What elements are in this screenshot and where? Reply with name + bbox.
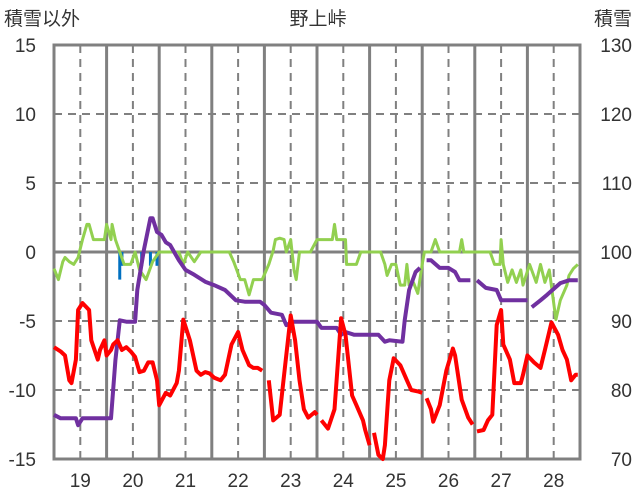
x-tick-label: 20 — [122, 471, 143, 492]
x-tick-label: 19 — [70, 471, 91, 492]
right-tick-label: 70 — [611, 450, 632, 471]
x-tick-label: 25 — [385, 471, 406, 492]
right-tick-label: 120 — [600, 105, 632, 126]
series-line-red — [52, 301, 578, 461]
left-tick-label: 5 — [25, 174, 36, 195]
x-tick-label: 24 — [333, 471, 355, 492]
x-tick-label: 23 — [280, 471, 301, 492]
series-line-purple — [53, 216, 578, 428]
series-line-green — [52, 222, 579, 322]
left-tick-label: 0 — [25, 243, 36, 264]
data-marks — [52, 216, 579, 461]
left-tick-label: -5 — [19, 312, 36, 333]
ticks: 15 130 10 120 5 110 0 100 -5 90 -10 80 -15 70 19 20 21 22… — [9, 36, 632, 492]
x-tick-label: 26 — [438, 471, 459, 492]
right-tick-label: 110 — [602, 174, 632, 195]
right-tick-label: 100 — [600, 243, 632, 264]
right-tick-label: 90 — [611, 312, 632, 333]
chart-title: 野上峠 — [289, 8, 346, 30]
x-tick-label: 21 — [175, 471, 196, 492]
x-tick-label: 28 — [543, 471, 564, 492]
left-tick-label: -10 — [9, 381, 36, 402]
right-tick-label: 130 — [600, 36, 632, 57]
left-axis-label: 積雪以外 — [4, 8, 80, 30]
left-tick-label: 15 — [15, 36, 36, 57]
x-tick-label: 22 — [228, 471, 249, 492]
left-tick-label: 10 — [15, 105, 36, 126]
right-tick-label: 80 — [611, 381, 632, 402]
plot-border — [52, 43, 582, 461]
left-tick-label: -15 — [9, 450, 36, 471]
right-axis-label: 積雪 — [594, 8, 632, 30]
x-tick-label: 27 — [491, 471, 512, 492]
